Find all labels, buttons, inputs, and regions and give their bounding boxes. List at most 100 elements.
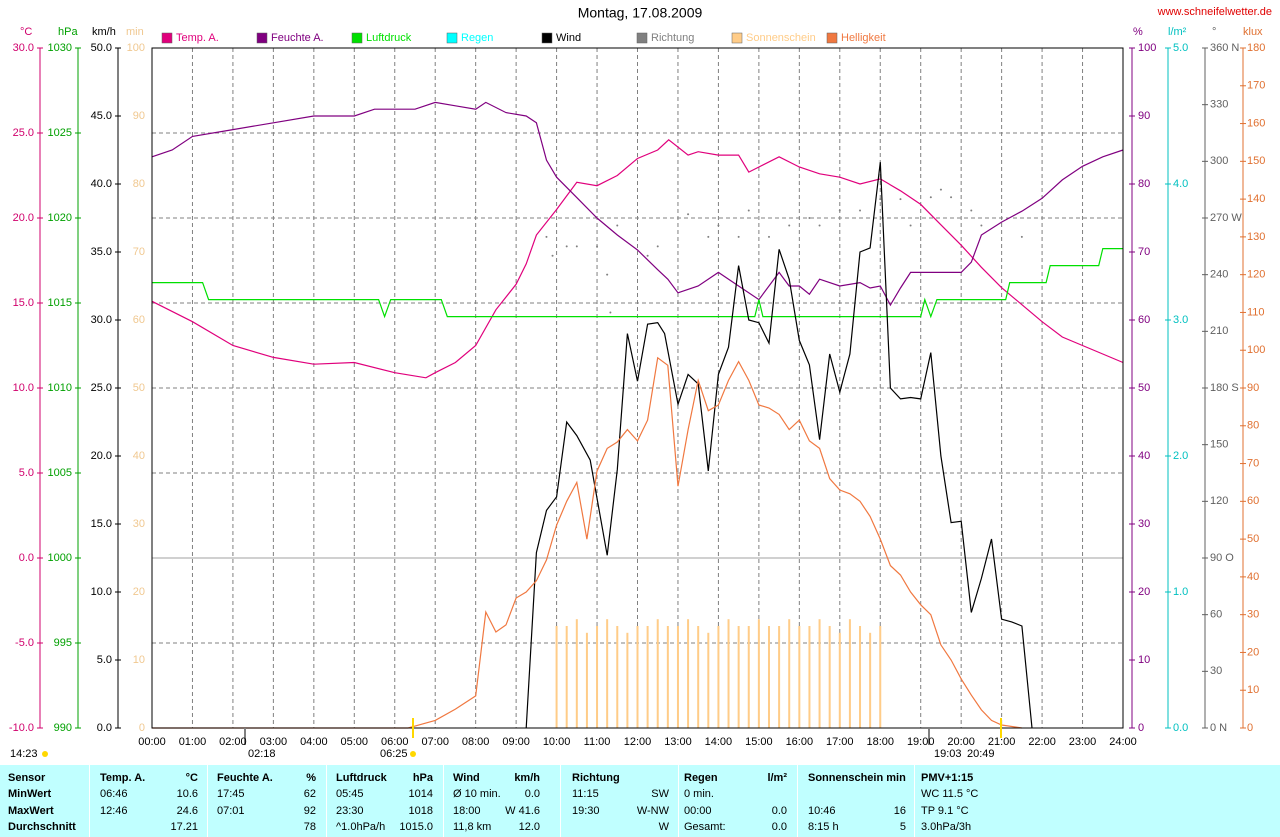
table-cell: 12:46 (100, 804, 128, 817)
y-tick-label: 70 (1138, 246, 1150, 258)
bar (879, 626, 882, 728)
bar (767, 626, 770, 728)
axis-unit: l/m² (1168, 26, 1187, 38)
point (545, 235, 548, 238)
series-line (151, 139, 1124, 379)
y-tick-label: 1.0 (1173, 586, 1188, 598)
bar (798, 626, 801, 728)
x-tick-label: 01:00 (179, 736, 207, 748)
table-cell: 8:15 h (808, 821, 839, 833)
point (717, 224, 720, 227)
bar (747, 626, 750, 728)
table-cell: 11,8 km (453, 821, 492, 833)
y-tick-label: 20 (1138, 586, 1150, 598)
bar (707, 632, 710, 728)
axis-unit: °C (20, 26, 32, 38)
y-tick-label: 5.0 (1173, 42, 1188, 54)
table-cell: Feuchte A. (217, 772, 273, 784)
series-line (152, 248, 1123, 319)
marks (151, 101, 1124, 729)
x-tick-label: 05:00 (341, 736, 369, 748)
y-tick-label: 80 (1247, 420, 1259, 432)
bar (676, 626, 679, 728)
y-tick-label: 50 (1138, 382, 1150, 394)
y-tick-label: 210 (1210, 325, 1228, 337)
point (656, 245, 659, 248)
y-tick-label: 270 W (1210, 212, 1242, 224)
y-tick-label: 60 (1138, 314, 1150, 326)
legend-label: Regen (461, 32, 493, 44)
y-tick-label: -10.0 (9, 722, 34, 734)
point (616, 224, 619, 227)
axis-unit: km/h (92, 26, 116, 38)
y-tick-label: 60 (133, 314, 145, 326)
point (939, 188, 942, 191)
bar (585, 632, 588, 728)
point (909, 224, 912, 227)
table-separator (89, 765, 90, 837)
table-cell: l/m² (767, 772, 787, 784)
x-tick-label: 16:00 (786, 736, 814, 748)
table-separator (207, 765, 208, 837)
chart: Montag, 17.08.2009 www.schneifelwetter.d… (9, 5, 1272, 760)
x-tick-label: 20:00 (947, 736, 975, 748)
table-cell: W (658, 821, 669, 833)
legend-label: Helligkeit (841, 32, 886, 44)
table-cell: Durchschnitt (8, 821, 76, 833)
y-tick-label: 1005 (48, 467, 72, 479)
y-tick-label: 30 (1210, 665, 1222, 677)
bar (778, 626, 781, 728)
y-tick-label: 50 (133, 382, 145, 394)
legend-swatch (731, 32, 743, 44)
x-tick-label: 03:00 (260, 736, 288, 748)
bar (596, 626, 599, 728)
y-tick-label: 300 (1210, 155, 1228, 167)
point (970, 209, 973, 212)
x-tick-label: 24:00 (1109, 736, 1137, 748)
x-tick-label: 15:00 (745, 736, 773, 748)
table-separator (443, 765, 444, 837)
x-tick-label: 07:00 (421, 736, 449, 748)
bar (848, 619, 851, 728)
y-tick-label: 90 (133, 110, 145, 122)
bar (737, 626, 740, 728)
table-cell: Richtung (572, 772, 620, 784)
point (609, 311, 612, 314)
bar (788, 619, 791, 728)
legend-swatch (826, 32, 838, 44)
point (1020, 235, 1023, 238)
table-cell: km/h (514, 772, 540, 784)
y-tick-label: 10 (1138, 654, 1150, 666)
table-separator (678, 765, 679, 837)
table-cell: 05:45 (336, 788, 364, 800)
x-tick-label: 14:00 (705, 736, 733, 748)
table-cell: 0.0 (771, 804, 787, 817)
y-tick-label: -5.0 (15, 637, 34, 649)
y-tick-label: 15.0 (91, 518, 112, 530)
table-cell: 18:00 (453, 804, 481, 817)
x-tick-label: 17:00 (826, 736, 854, 748)
table-cell: ^1.0hPa/h (336, 821, 386, 833)
table-cell: WC 11.5 °C (921, 788, 979, 800)
table-cell: 1018 (408, 804, 433, 817)
table-cell: Gesamt: (684, 821, 726, 833)
x-tick-label: 04:00 (300, 736, 328, 748)
x-tick-label: 09:00 (502, 736, 530, 748)
y-tick-label: 180 (1247, 42, 1265, 54)
y-tick-label: 30 (1138, 518, 1150, 530)
bar (687, 619, 690, 728)
table-cell: Regen (684, 772, 718, 784)
y-tick-label: 100 (1247, 344, 1265, 356)
y-tick-label: 50.0 (91, 42, 112, 54)
table-cell: Luftdruck (336, 772, 387, 784)
y-tick-label: 10.0 (13, 382, 34, 394)
y-tick-label: 2.0 (1173, 450, 1188, 462)
table-cell: Sensor (8, 772, 46, 784)
legend-label: Feuchte A. (271, 32, 324, 44)
annotation: 06:25 (380, 748, 408, 760)
point (606, 273, 609, 276)
y-tick-label: 90 O (1210, 552, 1234, 564)
point (929, 196, 932, 199)
bar (646, 626, 649, 728)
table-cell: 19:30 (572, 804, 600, 817)
